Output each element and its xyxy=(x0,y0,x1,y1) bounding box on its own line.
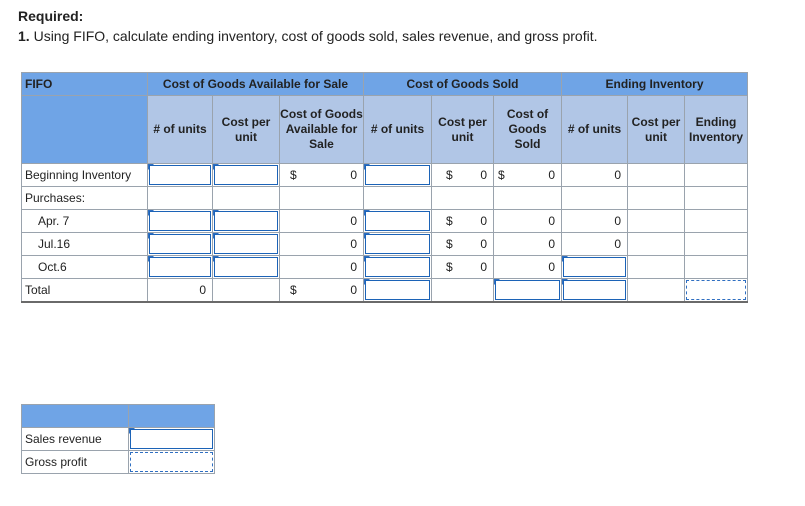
apr-cga-cost-input[interactable] xyxy=(212,209,280,233)
beginning-ei-total xyxy=(684,163,748,187)
apr-cga-total: 0 xyxy=(279,209,364,233)
apr-cgs-cost: $0 xyxy=(431,209,494,233)
summary-header-label xyxy=(21,404,129,428)
cga-cost-header: Cost per unit xyxy=(212,95,280,164)
required-heading: Required: xyxy=(18,8,84,24)
total-cgs-units-input[interactable] xyxy=(363,278,432,303)
sales-revenue-input[interactable] xyxy=(128,427,215,451)
beginning-cga-cost-input[interactable] xyxy=(212,163,280,187)
beginning-cgs-cost: $0 xyxy=(431,163,494,187)
currency-sign: $ xyxy=(446,260,453,274)
cga-units-header: # of units xyxy=(147,95,213,164)
oct-cga-total: 0 xyxy=(279,255,364,279)
total-ei-total-output xyxy=(684,278,748,303)
row-label-purchases: Purchases: xyxy=(21,186,148,210)
summary-table: Sales revenue Gross profit xyxy=(21,404,215,474)
cga-total-header: Cost of Goods Available for Sale xyxy=(279,95,364,164)
label-col-header xyxy=(21,95,148,164)
summary-header-value xyxy=(128,404,215,428)
oct-cgs-cost: $0 xyxy=(431,255,494,279)
total-ei-units-input[interactable] xyxy=(561,278,628,303)
requirement-number: 1. xyxy=(18,28,30,44)
requirement-description: Using FIFO, calculate ending inventory, … xyxy=(33,28,598,44)
apr-cga-units-input[interactable] xyxy=(147,209,213,233)
total-cga-cost xyxy=(212,278,280,303)
beginning-cga-units-input[interactable] xyxy=(147,163,213,187)
jul-cga-units-input[interactable] xyxy=(147,232,213,256)
jul-ei-total xyxy=(684,232,748,256)
fifo-table: FIFO Cost of Goods Available for Sale Co… xyxy=(21,72,748,303)
ei-total-header: Ending Inventory xyxy=(684,95,748,164)
jul-cga-total: 0 xyxy=(279,232,364,256)
oct-cga-cost-input[interactable] xyxy=(212,255,280,279)
ei-units-header: # of units xyxy=(561,95,628,164)
oct-ei-units-input[interactable] xyxy=(561,255,628,279)
requirement-text: 1. Using FIFO, calculate ending inventor… xyxy=(18,28,598,44)
jul-cga-cost-input[interactable] xyxy=(212,232,280,256)
ei-group-header: Ending Inventory xyxy=(561,72,748,96)
total-cgs-total-input[interactable] xyxy=(493,278,562,303)
cga-group-header: Cost of Goods Available for Sale xyxy=(147,72,364,96)
oct-cgs-units-input[interactable] xyxy=(363,255,432,279)
apr-ei-cost xyxy=(627,209,685,233)
total-cgs-cost xyxy=(431,278,494,303)
sales-revenue-label: Sales revenue xyxy=(21,427,129,451)
gross-profit-output xyxy=(128,450,215,474)
fifo-corner-header: FIFO xyxy=(21,72,148,96)
ei-cost-header: Cost per unit xyxy=(627,95,685,164)
currency-sign: $ xyxy=(446,214,453,228)
jul-ei-units: 0 xyxy=(561,232,628,256)
beginning-ei-cost xyxy=(627,163,685,187)
apr-ei-units: 0 xyxy=(561,209,628,233)
oct-ei-total xyxy=(684,255,748,279)
total-cga-units: 0 xyxy=(147,278,213,303)
row-label-total: Total xyxy=(21,278,148,303)
currency-sign: $ xyxy=(446,168,453,182)
jul-cgs-units-input[interactable] xyxy=(363,232,432,256)
beginning-cgs-total: $0 xyxy=(493,163,562,187)
row-label-beginning: Beginning Inventory xyxy=(21,163,148,187)
beginning-cga-total: $0 xyxy=(279,163,364,187)
jul-cgs-total: 0 xyxy=(493,232,562,256)
beginning-cgs-units-input[interactable] xyxy=(363,163,432,187)
oct-cgs-total: 0 xyxy=(493,255,562,279)
gross-profit-label: Gross profit xyxy=(21,450,129,474)
row-label-apr: Apr. 7 xyxy=(21,209,148,233)
currency-sign: $ xyxy=(446,237,453,251)
apr-cgs-units-input[interactable] xyxy=(363,209,432,233)
currency-sign: $ xyxy=(290,283,297,297)
currency-sign: $ xyxy=(290,168,297,182)
cgs-total-header: Cost of Goods Sold xyxy=(493,95,562,164)
total-ei-cost xyxy=(627,278,685,303)
jul-cgs-cost: $0 xyxy=(431,232,494,256)
cgs-units-header: # of units xyxy=(363,95,432,164)
row-label-oct: Oct.6 xyxy=(21,255,148,279)
cgs-cost-header: Cost per unit xyxy=(431,95,494,164)
oct-ei-cost xyxy=(627,255,685,279)
apr-ei-total xyxy=(684,209,748,233)
beginning-ei-units: 0 xyxy=(561,163,628,187)
cgs-group-header: Cost of Goods Sold xyxy=(363,72,562,96)
oct-cga-units-input[interactable] xyxy=(147,255,213,279)
total-cga-total: $0 xyxy=(279,278,364,303)
row-label-jul: Jul.16 xyxy=(21,232,148,256)
apr-cgs-total: 0 xyxy=(493,209,562,233)
currency-sign: $ xyxy=(498,168,505,182)
jul-ei-cost xyxy=(627,232,685,256)
